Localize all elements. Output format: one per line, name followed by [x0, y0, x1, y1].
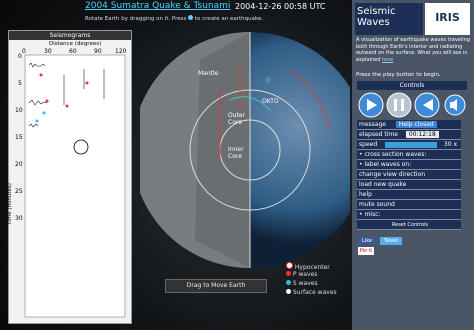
x-tick: 60 [69, 48, 77, 55]
datetime: 2004-12-26 00:58 UTC [235, 2, 326, 11]
message-row: message Help closed [357, 120, 461, 130]
drag-button[interactable]: Drag to Move Earth [165, 279, 267, 293]
speed-slider[interactable] [385, 142, 437, 148]
legend-text: P waves [292, 271, 318, 278]
instruction-text: Rotate Earth by dragging on it. Press [85, 16, 187, 22]
legend: Hypocenter P waves S waves Surface waves [286, 262, 348, 298]
menu-item[interactable]: load new quake [357, 180, 461, 190]
x-tick: 0 [22, 48, 26, 55]
prompt: Press the play button to begin. [356, 72, 441, 78]
x-tick: 90 [94, 48, 102, 55]
sidebar-title: Seismic Waves [355, 3, 423, 35]
logo[interactable]: IRIS [425, 3, 470, 35]
description-text: A visualization of earthquake waves trav… [356, 37, 470, 63]
station-label: OKTO [262, 98, 279, 105]
x-label: Distance (degrees) [49, 41, 102, 47]
legend-item: Surface waves [286, 289, 348, 298]
globe-label: Mantle [198, 70, 219, 77]
menu-item[interactable]: change view direction [357, 170, 461, 180]
seismogram-title: Seismograms [9, 31, 131, 40]
pin-button[interactable]: Pin it [358, 247, 374, 255]
legend-item: P waves [286, 271, 348, 280]
pause-button[interactable] [386, 92, 412, 118]
instruction-end: to create an earthquake. [194, 16, 264, 22]
seismogram-panel: Seismograms Distance (degrees) Time (min… [7, 30, 132, 324]
y-tick: 25 [15, 188, 23, 195]
controls-title: Controls [357, 81, 467, 90]
description-link[interactable]: here [381, 56, 394, 63]
message-label: message [359, 121, 386, 128]
legend-text: Surface waves [292, 289, 337, 296]
y-tick: 5 [18, 80, 22, 87]
reset-button[interactable]: Reset Controls [357, 220, 461, 230]
legend-item: Hypocenter [286, 262, 348, 271]
globe[interactable] [140, 30, 350, 270]
instruction: Rotate Earth by dragging on it. Press to… [85, 15, 263, 22]
menu-item[interactable]: help [357, 190, 461, 200]
speed-row[interactable]: speed 30 x [357, 140, 461, 150]
like-button[interactable]: Like [358, 237, 376, 245]
quake-title[interactable]: 2004 Sumatra Quake & Tsunami [85, 1, 231, 11]
quake-icon [188, 15, 194, 20]
elapsed-row: elapsed time 00:12:18 [357, 130, 461, 140]
menu-item[interactable]: • misc: [357, 210, 461, 220]
legend-text: Hypocenter [294, 264, 330, 271]
legend-item: S waves [286, 280, 348, 289]
speed-value: 30 x [443, 141, 457, 148]
y-tick: 0 [18, 53, 22, 60]
x-tick: 30 [44, 48, 52, 55]
tweet-button[interactable]: Tweet [380, 237, 402, 245]
menu-item[interactable]: • label waves on: [357, 160, 461, 170]
y-tick: 30 [15, 215, 23, 222]
menu-item[interactable]: mute sound [357, 200, 461, 210]
y-tick: 15 [15, 134, 23, 141]
playback-buttons [358, 92, 466, 118]
menu-item[interactable]: • cross section waves: [357, 150, 461, 160]
elapsed-label: elapsed time [359, 131, 398, 138]
globe-label: Outer Core [228, 112, 246, 126]
y-tick: 10 [15, 107, 23, 114]
y-tick: 20 [15, 161, 23, 168]
speed-label: speed [359, 141, 378, 148]
legend-text: S waves [292, 280, 318, 287]
globe-label: Inner Core [228, 146, 244, 160]
description: A visualization of earthquake waves trav… [356, 37, 470, 63]
message-value: Help closed [395, 121, 437, 128]
elapsed-value: 00:12:18 [405, 131, 439, 138]
x-tick: 120 [115, 48, 127, 55]
seismogram-plot [24, 54, 126, 318]
